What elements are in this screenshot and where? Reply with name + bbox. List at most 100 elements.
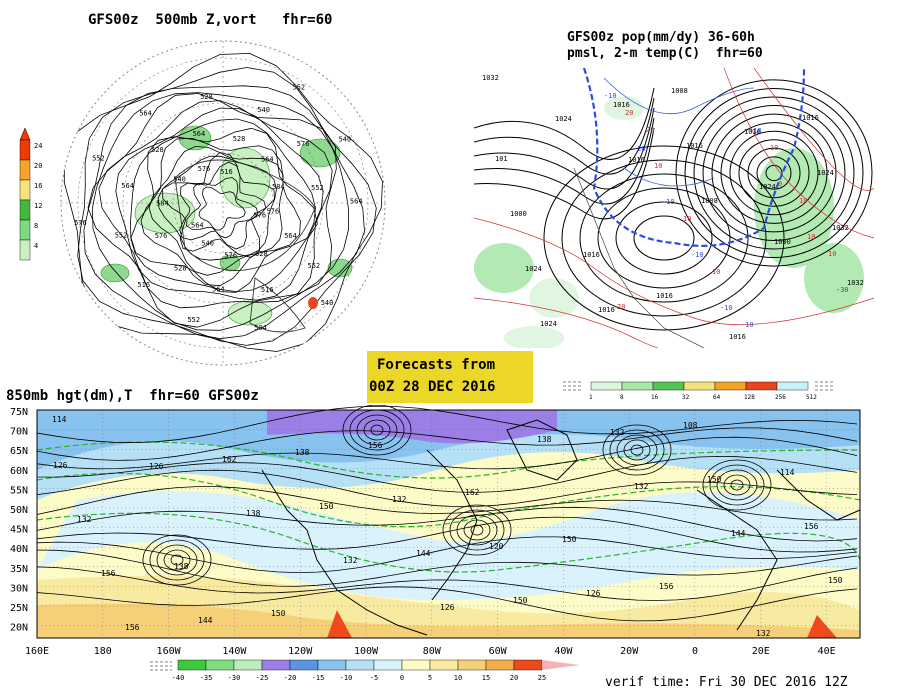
colorbar-arrow-right xyxy=(815,381,833,391)
colorbar-arrow-left xyxy=(563,381,581,391)
colorbar-arrow xyxy=(19,128,31,141)
contour-label: 528 xyxy=(233,135,246,143)
colorbar-label: 16 xyxy=(651,394,659,401)
height-contour xyxy=(356,414,398,446)
isobar-label: 1016 xyxy=(656,292,673,300)
lon-label: 180 xyxy=(94,646,112,657)
isobar-label: 1000 xyxy=(510,210,527,218)
height-contour xyxy=(198,186,246,231)
contour-label: 552 xyxy=(293,83,306,91)
isobar-label: 101 xyxy=(495,155,508,163)
contour-label: 156 xyxy=(804,522,819,531)
lon-label: 20E xyxy=(752,646,770,657)
isobar-label: 1016 xyxy=(598,306,615,314)
height-contour xyxy=(148,145,284,276)
colorbar-swatch xyxy=(590,381,623,391)
lon-label: 160E xyxy=(25,646,49,657)
isobar xyxy=(633,215,695,261)
temp-label: 20 xyxy=(646,126,654,134)
contour-label: 126 xyxy=(440,603,455,612)
colorbar-swatch xyxy=(485,659,515,671)
isobar-label: 1008 xyxy=(701,197,718,205)
verif-time: verif time: Fri 30 DEC 2016 12Z xyxy=(605,675,848,690)
contour-label: 138 xyxy=(246,509,261,518)
contour-label: 576 xyxy=(224,252,237,260)
isobar-label: 1016 xyxy=(583,251,600,259)
height-contour xyxy=(140,137,301,287)
height-contour xyxy=(702,459,772,511)
colorbar-label: 256 xyxy=(775,394,786,401)
contour-label: 132 xyxy=(343,556,358,565)
contour-label: 126 xyxy=(149,462,164,471)
contour-label: 528 xyxy=(255,250,268,258)
height-contour xyxy=(115,107,324,301)
height-contour xyxy=(36,566,858,601)
colorbar-swatch xyxy=(289,659,319,671)
contour-label: 126 xyxy=(53,461,68,470)
contour-label: 540 xyxy=(173,175,186,183)
contour-label: 540 xyxy=(321,299,334,307)
colorbar-label: -35 xyxy=(200,674,213,682)
isobar xyxy=(675,79,873,267)
isobar xyxy=(684,87,864,259)
lat-label: 60N xyxy=(10,466,28,477)
lon-label: 0 xyxy=(692,646,698,657)
height-contour xyxy=(616,434,658,466)
height-contour xyxy=(163,549,191,571)
lon-label: 20W xyxy=(620,646,639,657)
temp-label: 20 xyxy=(625,109,633,117)
height-contour xyxy=(630,444,644,456)
isobar-label: 1032 xyxy=(832,224,849,232)
height-contour xyxy=(162,152,275,258)
height-contour xyxy=(602,424,672,476)
height-contour xyxy=(36,486,858,521)
contour-label: 528 xyxy=(200,93,213,101)
colorbar-swatch xyxy=(714,381,747,391)
contour-label: 552 xyxy=(187,316,200,324)
temp-label: -20 xyxy=(633,145,646,153)
forecast-banner-line1: Forecasts from xyxy=(377,357,496,373)
colorbar-swatch xyxy=(205,659,235,671)
colorbar-swatch xyxy=(19,159,31,181)
lon-label: 60W xyxy=(489,646,508,657)
contour-label: 120 xyxy=(489,542,504,551)
contour-label: 540 xyxy=(257,106,270,114)
lat-label: 50N xyxy=(10,505,28,516)
contour-label: 138 xyxy=(537,435,552,444)
height-contour xyxy=(730,479,744,491)
temp-label: -10 xyxy=(662,198,675,206)
colorbar-swatch xyxy=(429,659,459,671)
colorbar-label: 8 xyxy=(34,222,38,230)
isobar xyxy=(561,159,767,317)
height-contour xyxy=(449,509,505,551)
isobar xyxy=(615,201,713,275)
isobar-label: 1016 xyxy=(628,156,645,164)
isobar-label: 1024 xyxy=(525,265,542,273)
contour-label: 564 xyxy=(261,156,274,164)
colorbar-label: 24 xyxy=(34,142,42,150)
contour-label: 114 xyxy=(52,415,67,424)
isobar-label: 1016 xyxy=(744,128,761,136)
height-contour xyxy=(98,100,333,309)
height-contour xyxy=(623,439,651,461)
contour-label: 564 xyxy=(121,182,134,190)
lat-label: 75N xyxy=(10,407,28,418)
contour-label: 576 xyxy=(155,232,168,240)
colorbar-label: 20 xyxy=(510,674,518,682)
contour-label: 552 xyxy=(115,231,128,239)
panel-pmsl-title-line2: pmsl, 2-m temp(C) fhr=60 xyxy=(567,46,763,61)
height-contour xyxy=(36,536,858,574)
height-contour xyxy=(370,424,384,436)
height-contour xyxy=(91,92,350,331)
temp-label: 10 xyxy=(712,268,720,276)
height-contour xyxy=(156,544,198,576)
colorbar-swatch xyxy=(345,659,375,671)
lon-label: 80W xyxy=(423,646,442,657)
contour-label: 576 xyxy=(267,208,280,216)
height-contour xyxy=(609,429,665,471)
panel-pmsl-colorbar: 1 8 16 32 64 128 256 512 xyxy=(563,381,833,401)
contour-label: 564 xyxy=(284,232,297,240)
colorbar-label: 20 xyxy=(34,162,42,170)
height-contour xyxy=(716,469,758,501)
contour-label: 162 xyxy=(465,488,480,497)
